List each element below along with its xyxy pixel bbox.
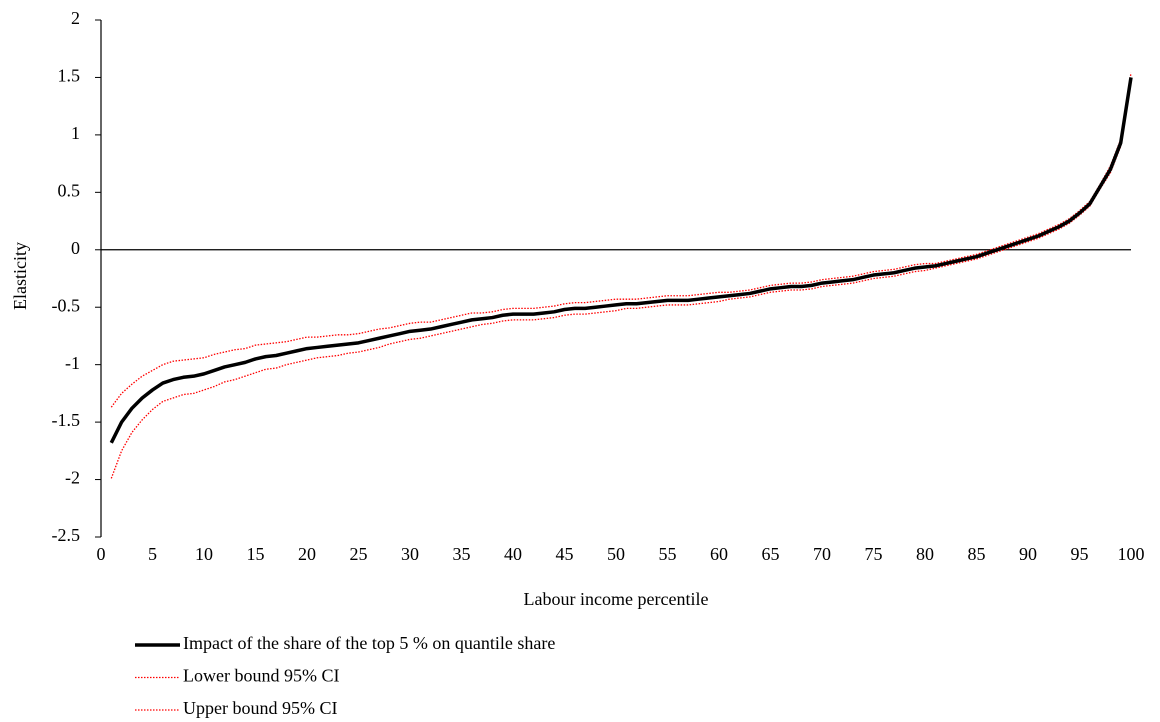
x-tick-label: 60 xyxy=(710,544,728,564)
x-tick-label: 55 xyxy=(659,544,677,564)
legend-label: Upper bound 95% CI xyxy=(183,698,337,718)
y-tick-label: -2.5 xyxy=(52,525,81,545)
x-tick-label: 65 xyxy=(762,544,780,564)
x-tick-label: 35 xyxy=(453,544,471,564)
y-tick-label: 2 xyxy=(71,8,80,28)
y-tick-label: -0.5 xyxy=(52,295,81,315)
y-tick-label: -2 xyxy=(65,468,80,488)
x-tick-label: 100 xyxy=(1118,544,1145,564)
x-tick-label: 20 xyxy=(298,544,316,564)
x-tick-label: 85 xyxy=(968,544,986,564)
y-tick-label: -1 xyxy=(65,353,80,373)
x-tick-label: 30 xyxy=(401,544,419,564)
legend-label: Lower bound 95% CI xyxy=(183,666,339,686)
x-tick-label: 75 xyxy=(865,544,883,564)
x-tick-label: 10 xyxy=(195,544,213,564)
x-tick-label: 95 xyxy=(1071,544,1089,564)
x-axis-label: Labour income percentile xyxy=(524,589,709,609)
series-line xyxy=(109,77,1133,444)
series-line xyxy=(110,81,1132,479)
x-tick-label: 15 xyxy=(247,544,265,564)
x-tick-label: 25 xyxy=(350,544,368,564)
y-axis-label: Elasticity xyxy=(10,242,30,310)
legend-label: Impact of the share of the top 5 % on qu… xyxy=(183,633,555,653)
x-tick-label: 80 xyxy=(916,544,934,564)
x-tick-label: 70 xyxy=(813,544,831,564)
y-tick-label: 0.5 xyxy=(58,180,81,200)
x-tick-label: 40 xyxy=(504,544,522,564)
y-tick-label: 1.5 xyxy=(58,66,81,86)
x-tick-label: 90 xyxy=(1019,544,1037,564)
x-tick-label: 45 xyxy=(556,544,574,564)
x-tick-label: 5 xyxy=(148,544,157,564)
x-tick-label: 0 xyxy=(97,544,106,564)
x-tick-label: 50 xyxy=(607,544,625,564)
y-tick-label: 1 xyxy=(71,123,80,143)
y-tick-label: 0 xyxy=(71,238,80,258)
y-tick-label: -1.5 xyxy=(52,410,81,430)
